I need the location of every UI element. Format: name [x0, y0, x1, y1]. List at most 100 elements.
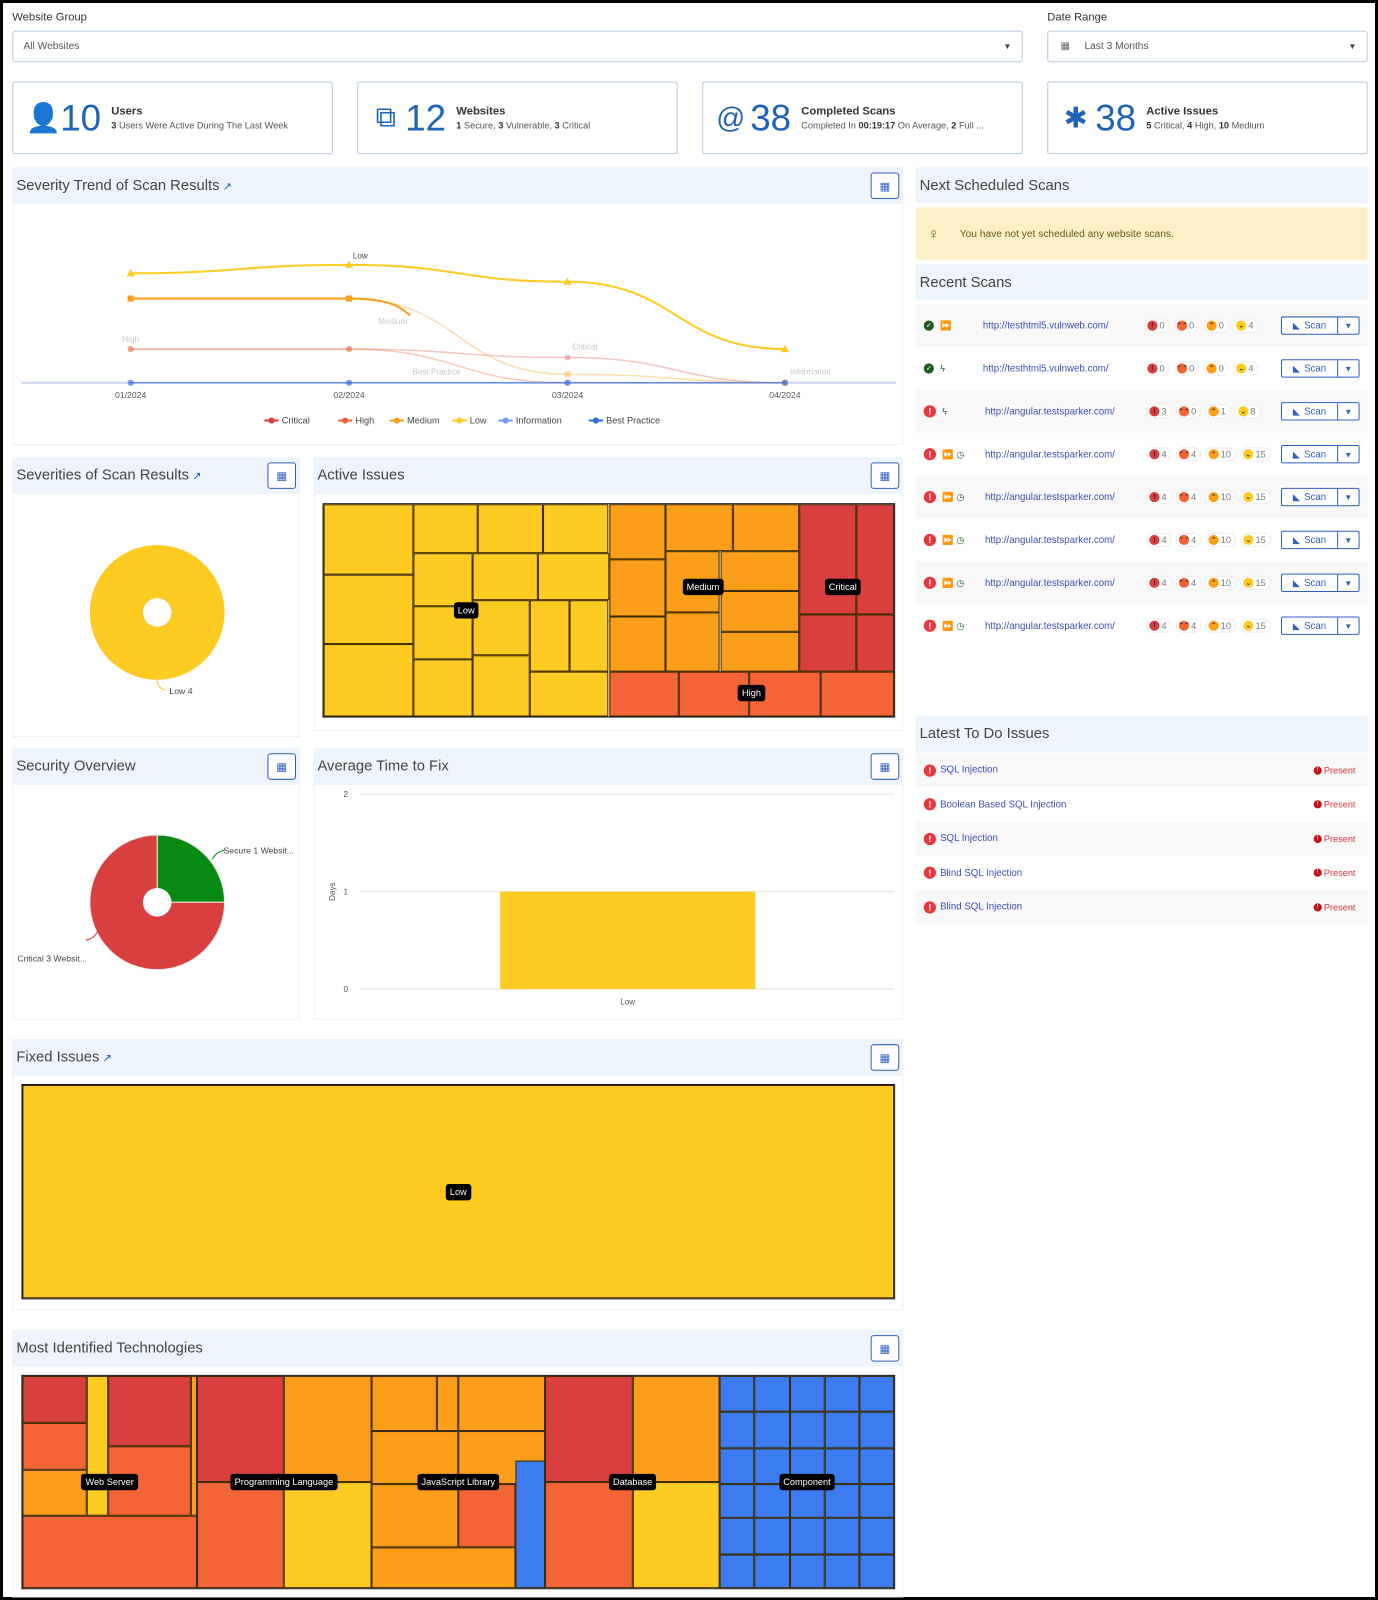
date-range-select[interactable]: ▦ Last 3 Months ▼ [1047, 30, 1368, 63]
scan-button-group[interactable]: ◣ Scan ▼ [1280, 530, 1360, 550]
issue-name-link[interactable]: SQL Injection [940, 832, 998, 845]
table-view-button[interactable]: ▦ [870, 1335, 900, 1362]
website-group-select[interactable]: All Websites ▼ [12, 30, 1023, 63]
treemap-label[interactable]: JavaScript Library [417, 1473, 500, 1491]
scan-options-dropdown[interactable]: ▼ [1344, 621, 1353, 631]
todo-issue-row[interactable]: ! SQL Injection! Present [915, 821, 1368, 856]
external-link-icon[interactable]: ↗ [102, 1051, 112, 1065]
scan-label: Scan [1304, 448, 1327, 460]
table-view-button[interactable]: ▦ [870, 462, 900, 489]
scan-button[interactable]: ◣ Scan [1282, 403, 1339, 420]
scan-options-dropdown[interactable]: ▼ [1344, 363, 1353, 374]
treemap-label[interactable]: Database [608, 1473, 657, 1491]
legend-marker [342, 417, 349, 424]
legend-label: Best Practice [606, 416, 660, 426]
scan-button[interactable]: ◣ Scan [1282, 488, 1339, 506]
scan-url-link[interactable]: http://angular.testsparker.com/ [984, 448, 1115, 460]
table-view-button[interactable]: ▦ [870, 172, 900, 200]
stat-subtitle-part: Full ... [956, 120, 984, 131]
todo-issue-row[interactable]: ! Blind SQL Injection! Present [915, 855, 1368, 890]
scan-url-link[interactable]: http://testhtml5.vulnweb.com/ [982, 362, 1109, 375]
y-tick-label: 1 [344, 888, 349, 897]
treemap-label[interactable]: Component [779, 1473, 835, 1491]
treemap-cell-low [472, 654, 530, 717]
table-view-button[interactable]: ▦ [870, 1044, 900, 1071]
scan-url-link[interactable]: http://testhtml5.vulnweb.com/ [982, 319, 1109, 332]
treemap-label[interactable]: High [737, 685, 766, 702]
treemap-label[interactable]: Low [453, 602, 479, 619]
table-view-button[interactable]: ▦ [267, 462, 297, 489]
scan-button-group[interactable]: ◣ Scan ▼ [1280, 616, 1360, 635]
count-value: 4 [1161, 577, 1167, 588]
medium-icon: ⌃ [1208, 577, 1219, 588]
scan-button[interactable]: ◣ Scan [1282, 531, 1339, 549]
scan-url-link[interactable]: http://angular.testsparker.com/ [984, 491, 1115, 503]
severity-count-low: ⌄ 15 [1240, 447, 1271, 462]
scan-button[interactable]: ◣ Scan [1282, 360, 1339, 377]
scan-options-dropdown[interactable]: ▼ [1344, 535, 1353, 545]
present-icon: ! [1313, 834, 1322, 843]
critical-alert-icon: ! [923, 533, 936, 547]
treemap-label[interactable]: Web Server [81, 1473, 138, 1491]
stat-card-websites[interactable]: ⧉ 12 Websites 1 Secure, 3 Vulnerable, 3 Cri… [357, 81, 678, 155]
full-scan-icon: ⏩ [942, 534, 954, 545]
scan-button[interactable]: ◣ Scan [1282, 574, 1339, 591]
treemap-cell-medium [458, 1375, 546, 1432]
high-icon: ⌃⌃ [1178, 577, 1190, 588]
treemap-label[interactable]: Medium [682, 578, 724, 596]
issue-name-link[interactable]: Boolean Based SQL Injection [940, 798, 1067, 810]
todo-issue-row[interactable]: ! Boolean Based SQL Injection! Present [915, 787, 1368, 822]
count-value: 15 [1255, 534, 1266, 546]
shark-icon: ◣ [1292, 491, 1300, 502]
scan-url-link[interactable]: http://angular.testsparker.com/ [984, 534, 1115, 546]
critical-icon: ! [1149, 577, 1160, 588]
treemap-label[interactable]: Critical [824, 578, 861, 596]
legend-marker [268, 417, 275, 424]
treemap-label[interactable]: Low [445, 1183, 471, 1200]
shark-icon: ◣ [1292, 319, 1300, 331]
treemap-cell-medium [608, 559, 666, 617]
scan-options-dropdown[interactable]: ▼ [1344, 492, 1353, 502]
treemap-cell-medium [720, 550, 800, 592]
scan-button[interactable]: ◣ Scan [1282, 617, 1339, 634]
table-view-button[interactable]: ▦ [267, 753, 297, 780]
scan-url-link[interactable]: http://angular.testsparker.com/ [984, 620, 1115, 632]
scan-url-link[interactable]: http://angular.testsparker.com/ [984, 405, 1115, 417]
treemap-cell-low [323, 644, 414, 717]
scan-options-dropdown[interactable]: ▼ [1344, 578, 1353, 588]
shark-icon: ◣ [1292, 534, 1300, 545]
high-icon: ⌃⌃ [1178, 449, 1190, 460]
external-link-icon[interactable]: ↗ [192, 470, 202, 483]
issue-name-link[interactable]: Blind SQL Injection [940, 867, 1023, 879]
scan-button-group[interactable]: ◣ Scan ▼ [1280, 402, 1360, 421]
treemap-label[interactable]: Programming Language [230, 1473, 338, 1491]
todo-issue-row[interactable]: ! Blind SQL Injection! Present [915, 890, 1368, 924]
stat-card-completed-scans[interactable]: @38 Completed Scans Completed In 00:19:17 … [702, 81, 1023, 155]
issue-name-link[interactable]: Blind SQL Injection [940, 901, 1023, 913]
treemap-cell-high [821, 671, 895, 717]
scan-button[interactable]: ◣ Scan [1282, 317, 1339, 334]
table-view-button[interactable]: ▦ [870, 753, 900, 780]
scan-options-dropdown[interactable]: ▼ [1344, 406, 1353, 416]
severity-count-medium: ⌃ 10 [1205, 618, 1237, 633]
external-link-icon[interactable]: ↗ [222, 180, 233, 193]
todo-issue-row[interactable]: ! SQL Injection! Present [915, 753, 1368, 787]
treemap-cell-component [719, 1448, 755, 1485]
scan-button-group[interactable]: ◣ Scan ▼ [1280, 359, 1360, 378]
legend-marker [592, 417, 599, 424]
scan-button-group[interactable]: ◣ Scan ▼ [1280, 445, 1360, 464]
stat-card-users[interactable]: 👤 10 Users 3 Users Were Active During The L… [12, 81, 333, 155]
treemap-cell-low [472, 599, 530, 655]
scan-button-group[interactable]: ◣ Scan ▼ [1280, 487, 1360, 507]
scan-options-dropdown[interactable]: ▼ [1344, 449, 1353, 459]
scan-options-dropdown[interactable]: ▼ [1344, 321, 1353, 331]
scan-button[interactable]: ◣ Scan [1282, 446, 1339, 463]
chevron-down-icon: ▼ [1348, 41, 1357, 52]
treemap-cell-component [719, 1554, 755, 1589]
scan-url-link[interactable]: http://angular.testsparker.com/ [984, 577, 1115, 589]
scan-button-group[interactable]: ◣ Scan ▼ [1280, 573, 1360, 593]
scan-button-group[interactable]: ◣ Scan ▼ [1280, 316, 1360, 335]
issue-name-link[interactable]: SQL Injection [940, 764, 998, 776]
count-value: 4 [1191, 577, 1197, 588]
stat-card-active-issues[interactable]: ✱ 38 Active Issues 5 Critical, 4 High, 10 M… [1047, 81, 1368, 155]
